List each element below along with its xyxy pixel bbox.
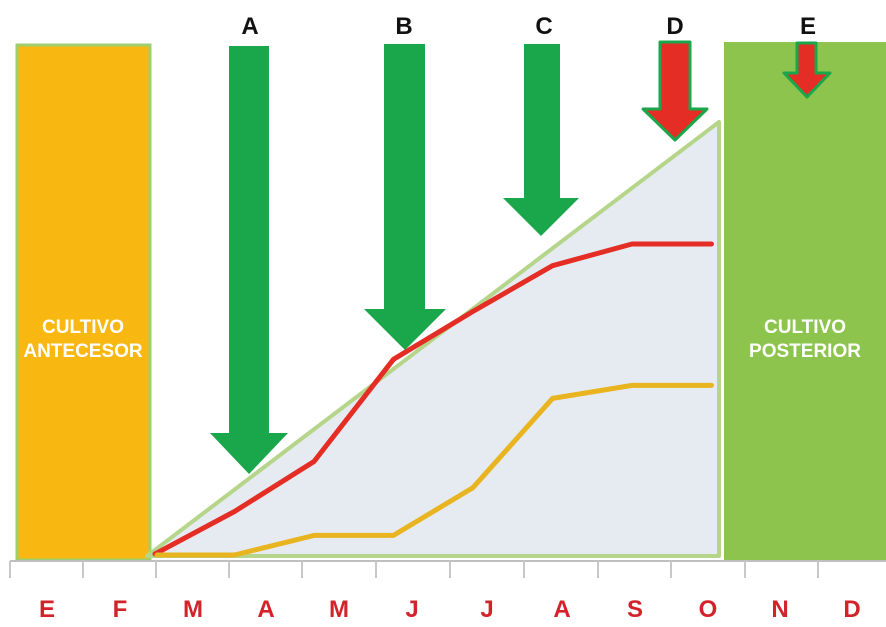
month-label-o: O xyxy=(699,596,718,622)
arrow-label-b: B xyxy=(395,13,412,40)
axis-ticks xyxy=(9,561,819,578)
growth-triangle xyxy=(145,120,721,558)
arrow-d-icon xyxy=(641,40,709,142)
month-label-s: S xyxy=(627,596,643,622)
arrow-c-icon xyxy=(503,44,579,236)
arrow-b-icon xyxy=(364,44,446,350)
arrow-label-c: C xyxy=(535,13,552,40)
month-label-m2: M xyxy=(329,596,349,622)
month-label-j2: J xyxy=(480,596,493,622)
series-line-yellow xyxy=(154,382,714,558)
month-label-n: N xyxy=(771,596,788,622)
block-antecesor-line2: ANTECESOR xyxy=(23,341,143,362)
month-label-j1: J xyxy=(405,596,418,622)
block-posterior-line2: POSTERIOR xyxy=(749,341,861,362)
arrow-label-a: A xyxy=(241,13,258,40)
block-cultivo-antecesor xyxy=(15,43,152,562)
arrow-e-icon xyxy=(782,41,832,99)
month-label-e: E xyxy=(39,596,55,622)
month-label-a1: A xyxy=(257,596,274,622)
arrow-a-icon xyxy=(210,46,288,474)
arrow-label-e: E xyxy=(800,13,816,40)
series-line-red xyxy=(152,241,714,557)
month-label-f: F xyxy=(113,596,128,622)
month-label-m1: M xyxy=(183,596,203,622)
block-posterior-line1: CULTIVO xyxy=(764,317,846,338)
block-cultivo-posterior xyxy=(724,42,886,560)
month-label-a2: A xyxy=(553,596,570,622)
block-antecesor-line1: CULTIVO xyxy=(42,317,124,338)
arrow-label-d: D xyxy=(666,13,683,40)
month-label-d: D xyxy=(843,596,860,622)
